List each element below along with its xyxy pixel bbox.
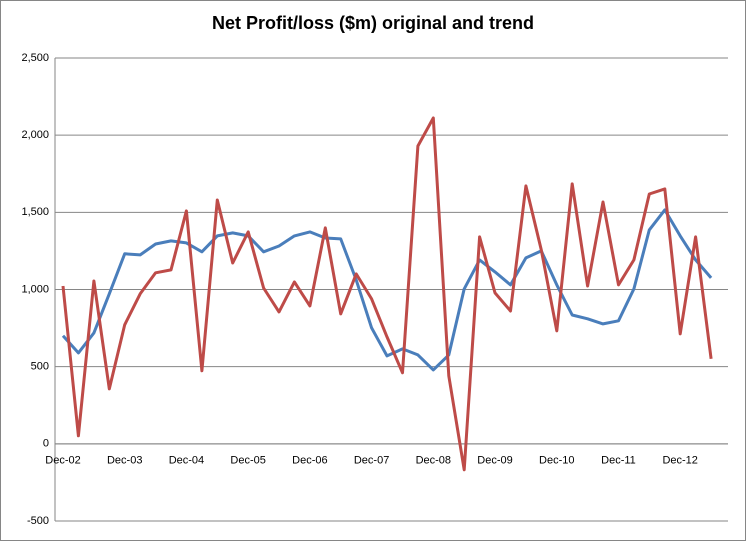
y-tick-label: 2,000 [21,129,49,141]
x-tick-label: Dec-03 [107,455,142,467]
y-tick-label: 2,500 [21,52,49,64]
x-tick-label: Dec-08 [416,455,451,467]
y-tick-label: 500 [31,361,49,373]
x-tick-label: Dec-06 [292,455,327,467]
x-tick-label: Dec-04 [169,455,204,467]
y-tick-label: 0 [43,438,49,450]
x-tick-label: Dec-07 [354,455,389,467]
x-tick-label: Dec-05 [230,455,265,467]
x-tick-label: Dec-11 [601,455,636,467]
y-tick-label: 1,000 [21,283,49,295]
x-tick-label: Dec-10 [539,455,574,467]
series-line [61,208,713,372]
series-line [61,116,713,472]
y-tick-label: -500 [27,515,49,527]
x-tick-label: Dec-09 [477,455,512,467]
chart-title: Net Profit/loss ($m) original and trend [212,13,534,33]
x-tick-label: Dec-12 [662,455,697,467]
y-tick-label: 1,500 [21,206,49,218]
x-tick-label: Dec-02 [45,455,80,467]
